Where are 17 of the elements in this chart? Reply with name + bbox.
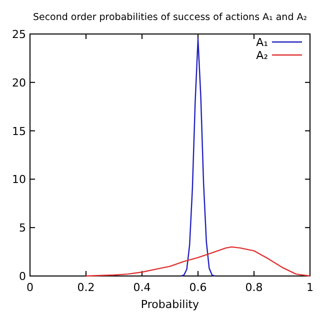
y-tick-label: 15 (12, 124, 26, 138)
legend-label: A₁ (256, 36, 268, 49)
x-tick-label: 0.6 (189, 281, 207, 294)
y-tick-label: 0 (19, 270, 26, 283)
chart-title: Second order probabilities of success of actions A₁ and A₂ (32, 12, 308, 23)
x-axis-title: Probability (140, 298, 200, 311)
line-series (85, 246, 311, 277)
y-tick-label: 10 (12, 173, 26, 186)
x-tick-label: 1 (306, 281, 314, 294)
line-series (180, 38, 216, 277)
x-tick-label: 0.2 (77, 281, 95, 294)
x-tick-label: 0.4 (133, 281, 151, 294)
y-tick-label: 25 (12, 28, 26, 41)
legend-label: A₂ (256, 49, 268, 62)
y-tick-label: 20 (12, 76, 26, 90)
y-tick-label: 5 (19, 222, 26, 235)
x-tick-label: 0.8 (245, 281, 263, 294)
